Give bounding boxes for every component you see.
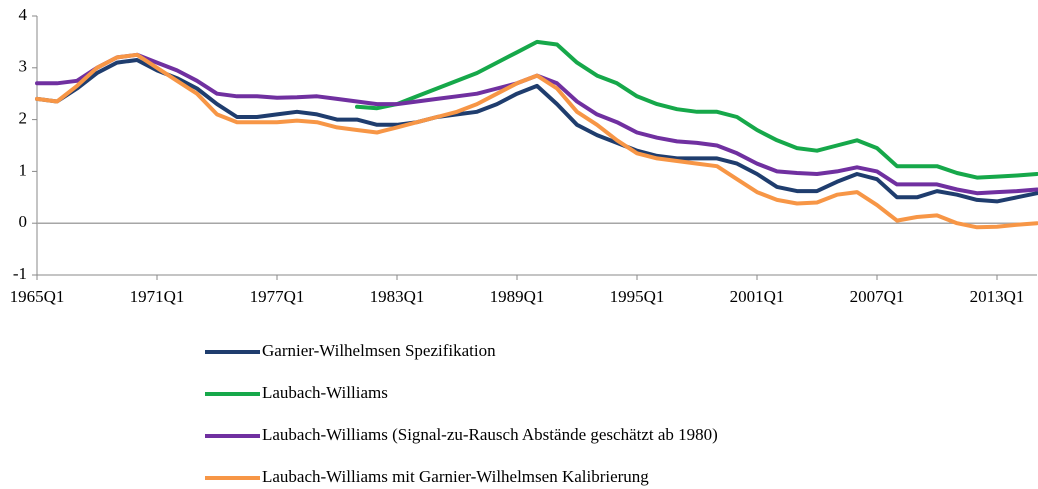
y-tick-label: 2 [19,109,28,128]
x-tick-label: 2013Q1 [970,287,1025,306]
y-tick-label: -1 [13,264,27,283]
legend-label: Laubach-Williams (Signal-zu-Rausch Abstä… [262,425,718,444]
x-tick-label: 2007Q1 [850,287,905,306]
legend-label: Garnier-Wilhelmsen Spezifikation [262,341,496,360]
x-tick-label: 1983Q1 [370,287,425,306]
x-tick-label: 1965Q1 [10,287,65,306]
x-tick-label: 1995Q1 [610,287,665,306]
y-tick-label: 0 [19,212,28,231]
legend-label: Laubach-Williams mit Garnier-Wilhelmsen … [262,467,649,486]
series-line [355,39,1038,180]
y-tick-label: 4 [19,5,28,24]
series-line [35,52,1038,230]
x-tick-label: 1989Q1 [490,287,545,306]
y-tick-label: 3 [19,57,28,76]
series-line [35,58,1038,204]
legend-label: Laubach-Williams [262,383,388,402]
x-tick-label: 2001Q1 [730,287,785,306]
x-tick-label: 1971Q1 [130,287,185,306]
y-tick-label: 1 [19,160,28,179]
x-tick-label: 1977Q1 [250,287,305,306]
